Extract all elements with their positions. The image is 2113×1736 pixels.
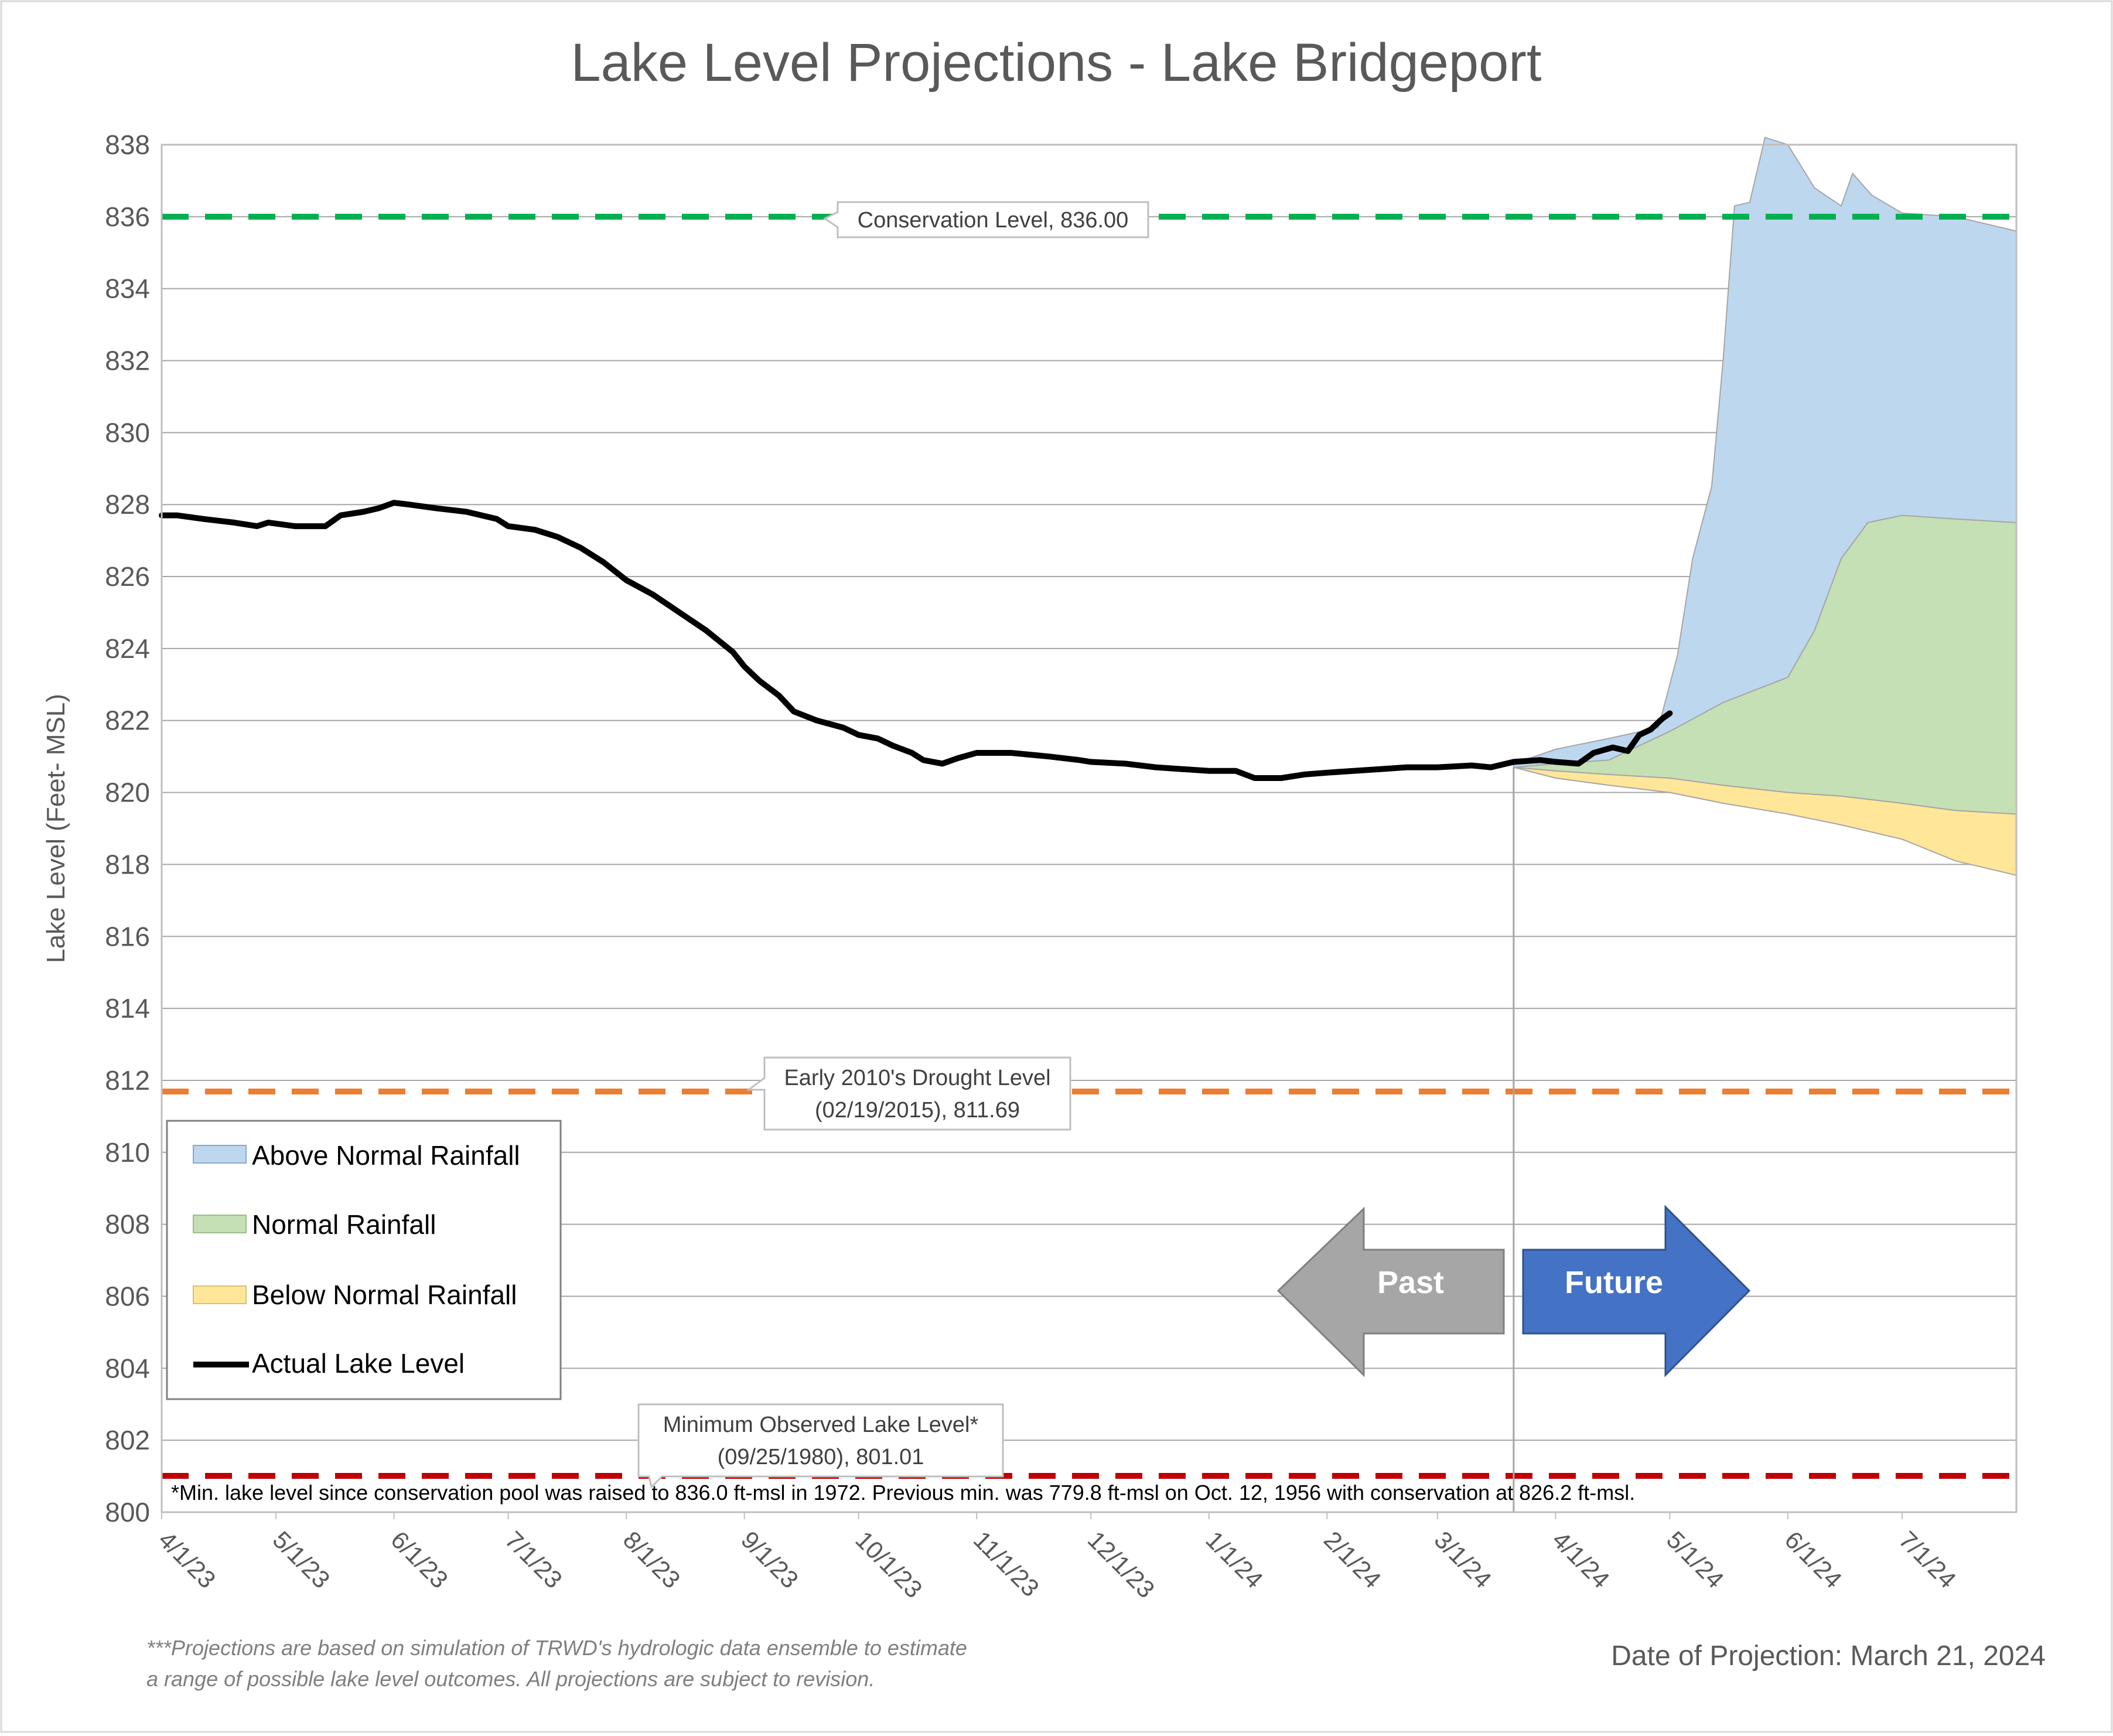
drought-callout: Early 2010's Drought Level (02/19/2015),… xyxy=(746,1056,1071,1131)
projection-date-label: Date of Projection: March 21, 2024 xyxy=(1611,1640,2046,1672)
actual-level-series xyxy=(159,500,1673,781)
y-tick-label: 808 xyxy=(105,1209,150,1240)
y-axis-ticks: 800 802 804 806 808 810 812 814 816 818 820 822 824 8… xyxy=(105,129,150,1527)
minimum-label-line2: (09/25/1980), 801.01 xyxy=(718,1445,924,1469)
disclaimer-line1: ***Projections are based on simulation o… xyxy=(146,1636,967,1660)
y-tick-label: 828 xyxy=(105,489,150,520)
future-arrow: Future xyxy=(1522,1205,1751,1377)
legend-box xyxy=(166,1120,562,1400)
y-tick-label: 804 xyxy=(105,1353,150,1383)
legend-label-above-normal: Above Normal Rainfall xyxy=(252,1140,520,1171)
legend-label-actual: Actual Lake Level xyxy=(252,1348,465,1379)
chart-title: Lake Level Projections - Lake Bridgeport xyxy=(571,33,1542,93)
y-tick-label: 830 xyxy=(105,417,150,448)
y-tick-label: 810 xyxy=(105,1137,150,1168)
conservation-label: Conservation Level, 836.00 xyxy=(858,208,1129,233)
y-tick-label: 812 xyxy=(105,1065,150,1096)
y-tick-label: 822 xyxy=(105,705,150,736)
y-tick-label: 802 xyxy=(105,1425,150,1455)
y-tick-label: 826 xyxy=(105,561,150,592)
y-tick-label: 820 xyxy=(105,777,150,808)
conservation-callout: Conservation Level, 836.00 xyxy=(823,201,1149,238)
legend: Above Normal Rainfall Normal Rainfall Be… xyxy=(166,1120,562,1400)
future-arrow-label: Future xyxy=(1565,1265,1663,1300)
y-axis-label: Lake Level (Feet- MSL) xyxy=(42,694,70,963)
minimum-callout: Minimum Observed Lake Level* (09/25/1980… xyxy=(637,1403,1004,1489)
minimum-label-line1: Minimum Observed Lake Level* xyxy=(663,1413,979,1437)
y-tick-label: 834 xyxy=(105,274,150,304)
drought-label-line2: (02/19/2015), 811.69 xyxy=(815,1098,1020,1123)
y-tick-label: 838 xyxy=(105,129,150,160)
y-tick-label: 800 xyxy=(105,1497,150,1527)
legend-swatch-above-normal xyxy=(193,1145,247,1164)
legend-swatch-normal xyxy=(193,1215,247,1233)
past-arrow: Past xyxy=(1276,1206,1505,1377)
legend-swatch-below-normal xyxy=(193,1285,247,1304)
footnote: *Min. lake level since conservation pool… xyxy=(171,1481,1635,1505)
y-tick-label: 806 xyxy=(105,1281,150,1311)
drought-label-line1: Early 2010's Drought Level xyxy=(784,1066,1050,1090)
y-tick-label: 824 xyxy=(105,633,150,664)
disclaimer-line2: a range of possible lake level outcomes.… xyxy=(146,1667,875,1691)
y-tick-label: 832 xyxy=(105,346,150,376)
legend-label-below-normal: Below Normal Rainfall xyxy=(252,1280,517,1310)
y-tick-label: 818 xyxy=(105,849,150,879)
y-tick-label: 836 xyxy=(105,202,150,232)
legend-label-normal: Normal Rainfall xyxy=(252,1209,436,1240)
plot-area-border xyxy=(161,144,2018,1513)
past-arrow-label: Past xyxy=(1377,1265,1444,1300)
y-tick-label: 814 xyxy=(105,993,150,1024)
projection-areas xyxy=(1513,137,2017,876)
area-above-normal-rainfall xyxy=(1513,137,2017,768)
series-actual-lake-level xyxy=(159,500,1673,781)
y-tick-label: 816 xyxy=(105,921,150,951)
